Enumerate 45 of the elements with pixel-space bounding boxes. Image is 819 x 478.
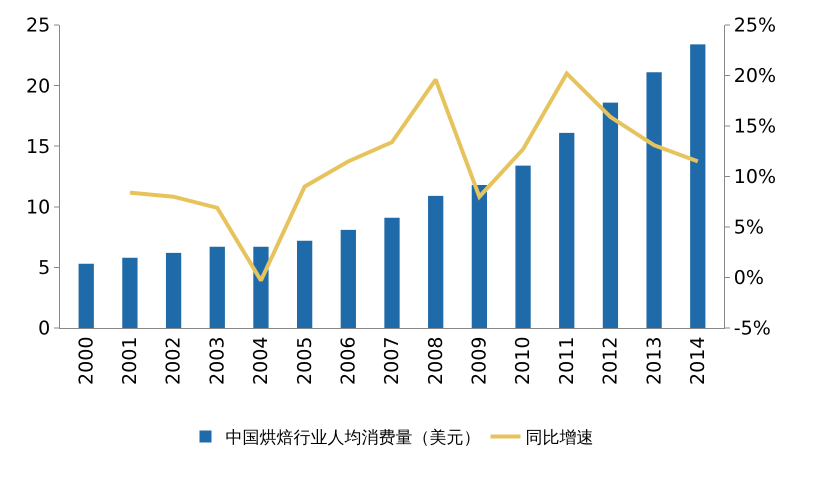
line-series (128, 71, 700, 283)
x-tick-label: 2013 (643, 336, 666, 385)
bar (122, 258, 138, 328)
y2-tick-label: 20% (734, 65, 776, 88)
x-tick-label: 2005 (294, 336, 316, 385)
x-tick-label: 2014 (686, 336, 709, 385)
x-tick-label: 2007 (381, 336, 404, 385)
y-tick-label: 25 (26, 14, 50, 37)
x-tick-label: 2006 (337, 336, 360, 385)
x-tick-label: 2004 (250, 336, 272, 385)
x-tick-label: 2011 (556, 336, 578, 385)
x-tick-label: 2012 (600, 336, 622, 385)
y-tick-label: 0 (38, 318, 50, 340)
y2-tick-label: 5% (734, 216, 764, 239)
bar (646, 72, 662, 328)
x-tick-label: 2003 (206, 336, 228, 385)
x-tick-label: 2002 (162, 336, 185, 385)
y-tick-label: 20 (26, 75, 50, 98)
x-tick-label: 2009 (468, 336, 491, 385)
y-tick-label: 15 (26, 136, 50, 158)
x-tick-label: 2010 (512, 336, 534, 385)
y2-tick-label: -5% (734, 318, 771, 340)
legend-label: 同比增速 (526, 428, 594, 448)
bar (296, 240, 312, 328)
bar (340, 230, 356, 328)
bar (472, 184, 488, 328)
x-tick-label: 2001 (119, 336, 142, 385)
bar (384, 218, 400, 328)
bar (559, 132, 574, 328)
y2-tick-label: 25% (734, 14, 776, 37)
y-tick-label: 5 (38, 257, 50, 280)
y2-tick-label: 10% (734, 166, 776, 188)
bar (166, 252, 182, 328)
bar (515, 166, 531, 328)
x-tick-label: 2008 (424, 336, 447, 385)
y2-tick-label: 15% (734, 116, 776, 138)
y-tick-label: 10 (26, 196, 50, 218)
x-tick-label: 2000 (75, 336, 98, 385)
bar (78, 264, 94, 328)
bar (602, 102, 618, 328)
legend-label: 中国烘焙行业人均消费量（美元） (226, 428, 480, 448)
bar (210, 246, 225, 328)
bar (690, 44, 706, 328)
bar (428, 196, 444, 328)
y2-tick-label: 0% (734, 267, 764, 290)
